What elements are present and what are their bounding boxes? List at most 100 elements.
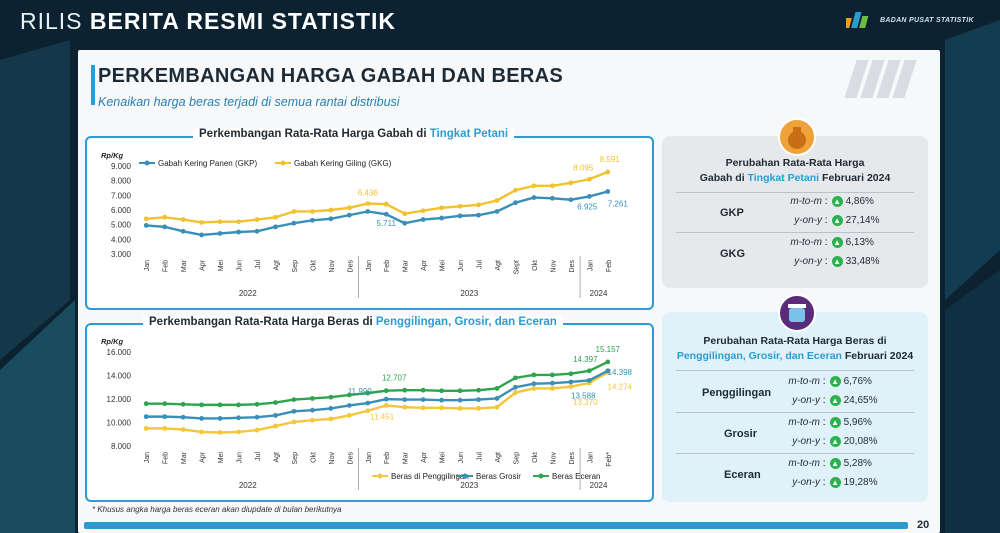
series-point: [309, 407, 315, 413]
series-point: [476, 406, 481, 411]
series-point: [236, 429, 241, 435]
rice-grain-icon: [778, 294, 816, 332]
series-point: [162, 401, 168, 407]
data-label: 8.095: [573, 163, 594, 172]
separator: :: [822, 196, 828, 208]
series-point: [254, 228, 260, 234]
x-tick-label: Nov: [329, 260, 336, 273]
grosir-mtm: m-to-m : ▲ 5,96%: [784, 417, 872, 428]
legend-marker: [538, 473, 544, 479]
bottom-accent-bar: [84, 522, 908, 529]
series-point: [328, 416, 334, 422]
gabah-change-panel: Perubahan Rata-Rata Harga Gabah di Tingk…: [662, 136, 928, 288]
beras-chart-box: [85, 323, 654, 502]
x-tick-label: Feb: [163, 260, 170, 272]
x-tick-label: Jun: [237, 260, 244, 271]
penggilingan-mtm-value: 6,76%: [843, 376, 872, 388]
series-point: [586, 194, 592, 199]
y-tick-label: 7.000: [111, 191, 132, 200]
x-tick-label: Des: [569, 260, 576, 273]
series-point: [254, 401, 260, 407]
x-tick-label: Okt: [532, 452, 539, 463]
series-point: [236, 229, 241, 235]
series-point: [309, 209, 315, 214]
x-tick-label: Mar: [181, 259, 188, 272]
series-point: [346, 403, 352, 408]
series-point: [439, 205, 445, 211]
gkg-label: GKG: [720, 248, 746, 260]
divider: [676, 412, 914, 413]
x-tick-label: Jan: [144, 452, 151, 463]
separator: :: [822, 256, 828, 268]
series-point: [365, 201, 371, 207]
series-point: [236, 402, 241, 408]
year-label: 2022: [239, 481, 257, 490]
gkp-label: GKP: [720, 207, 744, 219]
series-point: [199, 232, 205, 238]
x-tick-label: Mei: [218, 260, 225, 272]
series-point: [513, 187, 518, 193]
series-point: [291, 419, 297, 425]
gabah-panel-title: Perubahan Rata-Rata Harga Gabah di Tingk…: [662, 156, 928, 186]
series-point: [365, 408, 371, 414]
series-point: [420, 217, 426, 222]
series-point: [199, 429, 205, 435]
eceran-mtm-key: m-to-m: [788, 458, 820, 470]
x-tick-label: Jan: [587, 260, 594, 271]
y-tick-label: 6.000: [111, 206, 132, 215]
legend-marker: [377, 473, 383, 479]
beras-change-panel: Perubahan Rata-Rata Harga Beras di Pengg…: [662, 312, 928, 502]
slide-subtitle: Kenaikan harga beras terjadi di semua ra…: [98, 95, 400, 109]
rice-sack-icon: [778, 118, 816, 156]
series-point: [605, 169, 611, 175]
separator: :: [820, 395, 826, 407]
x-tick-label: Sep: [513, 452, 520, 465]
year-label: 2022: [239, 289, 257, 298]
series-point: [291, 397, 297, 402]
series-point: [494, 198, 500, 203]
series-point: [420, 397, 426, 402]
gkp-yoy: y-on-y : ▲ 27,14%: [780, 215, 879, 226]
x-tick-label: Nov: [550, 452, 557, 465]
series-line: [146, 170, 609, 224]
series-point: [549, 386, 555, 391]
series-point: [365, 390, 371, 396]
series-point: [494, 209, 500, 214]
series-point: [346, 212, 352, 218]
series-point: [199, 402, 205, 408]
x-tick-label: Okt: [532, 260, 539, 271]
x-tick-label: Agt: [273, 260, 280, 271]
eceran-yoy-key: y-on-y: [792, 477, 820, 489]
x-tick-label: Jul: [477, 452, 484, 461]
series-point: [568, 371, 574, 377]
sack-shape-icon: [788, 127, 806, 149]
data-label: 14.398: [608, 368, 633, 377]
year-label: 2023: [460, 481, 478, 490]
x-tick-label: Feb: [606, 260, 613, 272]
beras-panel-title-line1: Perubahan Rata-Rata Harga Beras di: [703, 335, 887, 347]
gabah-chart-title: Perkembangan Rata-Rata Harga Gabah di Ti…: [193, 128, 515, 140]
x-tick-label: Mar: [403, 451, 410, 464]
data-label: 6.925: [577, 202, 598, 211]
series-point: [143, 216, 149, 222]
separator: :: [822, 237, 828, 249]
data-label: 13.588: [571, 391, 596, 400]
penggilingan-label: Penggilingan: [702, 387, 772, 399]
y-tick-label: 5.000: [111, 221, 132, 230]
x-tick-label: Mei: [440, 452, 447, 464]
x-tick-label: Agt: [495, 452, 502, 463]
grosir-mtm-value: 5,96%: [843, 417, 872, 429]
up-arrow-icon: ▲: [831, 237, 843, 248]
series-point: [365, 209, 371, 214]
series-point: [568, 197, 574, 203]
grosir-yoy: y-on-y : ▲ 20,08%: [784, 436, 877, 447]
grosir-mtm-key: m-to-m: [788, 417, 820, 429]
gkg-yoy-value: 33,48%: [845, 256, 880, 268]
series-point: [291, 408, 297, 414]
series-point: [143, 401, 149, 407]
series-point: [586, 176, 592, 182]
series-point: [549, 372, 555, 378]
y-axis-unit-label: Rp/Kg: [101, 337, 123, 346]
series-point: [328, 216, 334, 222]
series-point: [328, 394, 334, 400]
